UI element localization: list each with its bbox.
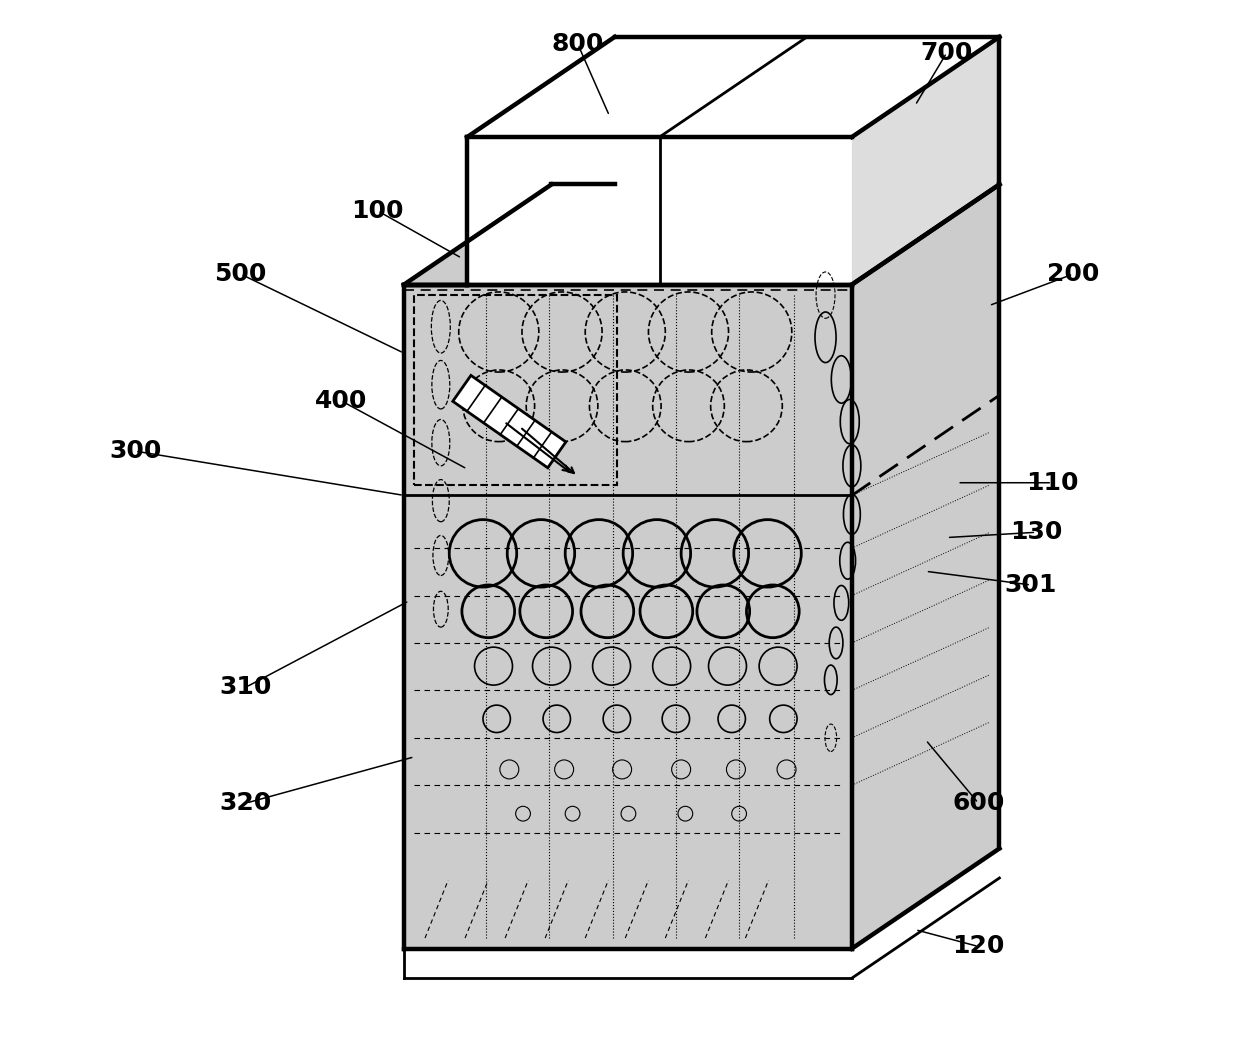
- Text: 400: 400: [315, 389, 367, 412]
- Text: 120: 120: [952, 935, 1004, 958]
- Polygon shape: [852, 184, 999, 949]
- Polygon shape: [404, 184, 615, 285]
- Polygon shape: [467, 37, 999, 137]
- Text: 600: 600: [952, 792, 1004, 815]
- Polygon shape: [404, 949, 852, 978]
- Polygon shape: [852, 37, 999, 285]
- Polygon shape: [467, 137, 852, 285]
- Text: 110: 110: [1025, 471, 1079, 494]
- Bar: [414, 295, 618, 485]
- Polygon shape: [453, 375, 565, 468]
- Text: 130: 130: [1011, 521, 1063, 544]
- Polygon shape: [404, 285, 852, 949]
- Text: 500: 500: [215, 262, 267, 286]
- Text: 300: 300: [109, 440, 161, 463]
- Text: 320: 320: [219, 792, 272, 815]
- Text: 310: 310: [219, 676, 272, 699]
- Text: 100: 100: [351, 199, 404, 222]
- Text: 700: 700: [920, 41, 973, 64]
- Text: 800: 800: [552, 33, 604, 56]
- Text: 301: 301: [1004, 573, 1058, 597]
- Text: 200: 200: [1047, 262, 1100, 286]
